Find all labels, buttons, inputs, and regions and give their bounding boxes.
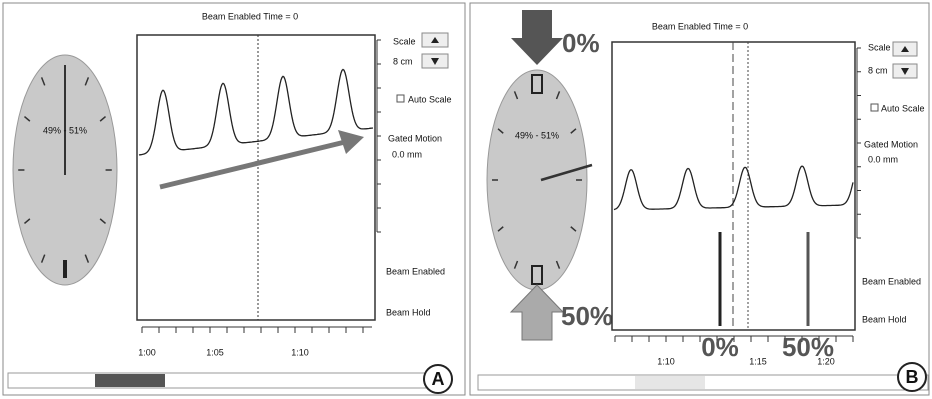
- gated-motion-value: 0.0 mm: [868, 154, 898, 164]
- header: Beam Enabled Time = 0: [652, 21, 748, 31]
- clock-label: 49% - 51%: [515, 130, 559, 140]
- scrollbar-thumb[interactable]: [635, 376, 705, 389]
- clock-label: 49% - 51%: [43, 125, 87, 135]
- gated-motion-label: Gated Motion: [388, 133, 442, 143]
- scrollbar[interactable]: [8, 373, 440, 388]
- scale-value: 8 cm: [393, 56, 413, 66]
- time-tick-label: 1:05: [206, 347, 224, 357]
- panel-a: Beam Enabled Time = 0 49% - 51% Scale 8 …: [3, 3, 465, 395]
- auto-scale-checkbox[interactable]: [397, 95, 404, 102]
- auto-scale-label: Auto Scale: [408, 94, 452, 104]
- panel-label: A: [432, 369, 445, 389]
- annotation: 50%: [782, 332, 834, 362]
- scale-value: 8 cm: [868, 65, 888, 75]
- beam-enabled-label: Beam Enabled: [862, 276, 921, 286]
- beam-hold-label: Beam Hold: [386, 307, 431, 317]
- scale-label: Scale: [393, 36, 416, 46]
- annotation: 0%: [701, 332, 739, 362]
- panel-label: B: [906, 367, 919, 387]
- figure: Beam Enabled Time = 0 49% - 51% Scale 8 …: [0, 0, 932, 399]
- auto-scale-label: Auto Scale: [881, 103, 925, 113]
- time-tick-label: 1:15: [749, 356, 767, 366]
- beam-enabled-label: Beam Enabled: [386, 266, 445, 276]
- scale-label: Scale: [868, 42, 891, 52]
- time-tick-label: 1:00: [138, 347, 156, 357]
- annotation: 0%: [562, 28, 600, 58]
- header: Beam Enabled Time = 0: [202, 11, 298, 21]
- gated-motion-label: Gated Motion: [864, 139, 918, 149]
- beam-hold-label: Beam Hold: [862, 314, 907, 324]
- time-tick-label: 1:10: [657, 356, 675, 366]
- auto-scale-checkbox[interactable]: [871, 104, 878, 111]
- annotation: 50%: [561, 301, 613, 331]
- time-tick-label: 1:10: [291, 347, 309, 357]
- clock: [487, 70, 587, 290]
- panel-b: Beam Enabled Time = 0 49% - 51% 0% 50% S…: [470, 3, 929, 395]
- scrollbar-thumb[interactable]: [95, 374, 165, 387]
- gated-motion-value: 0.0 mm: [392, 149, 422, 159]
